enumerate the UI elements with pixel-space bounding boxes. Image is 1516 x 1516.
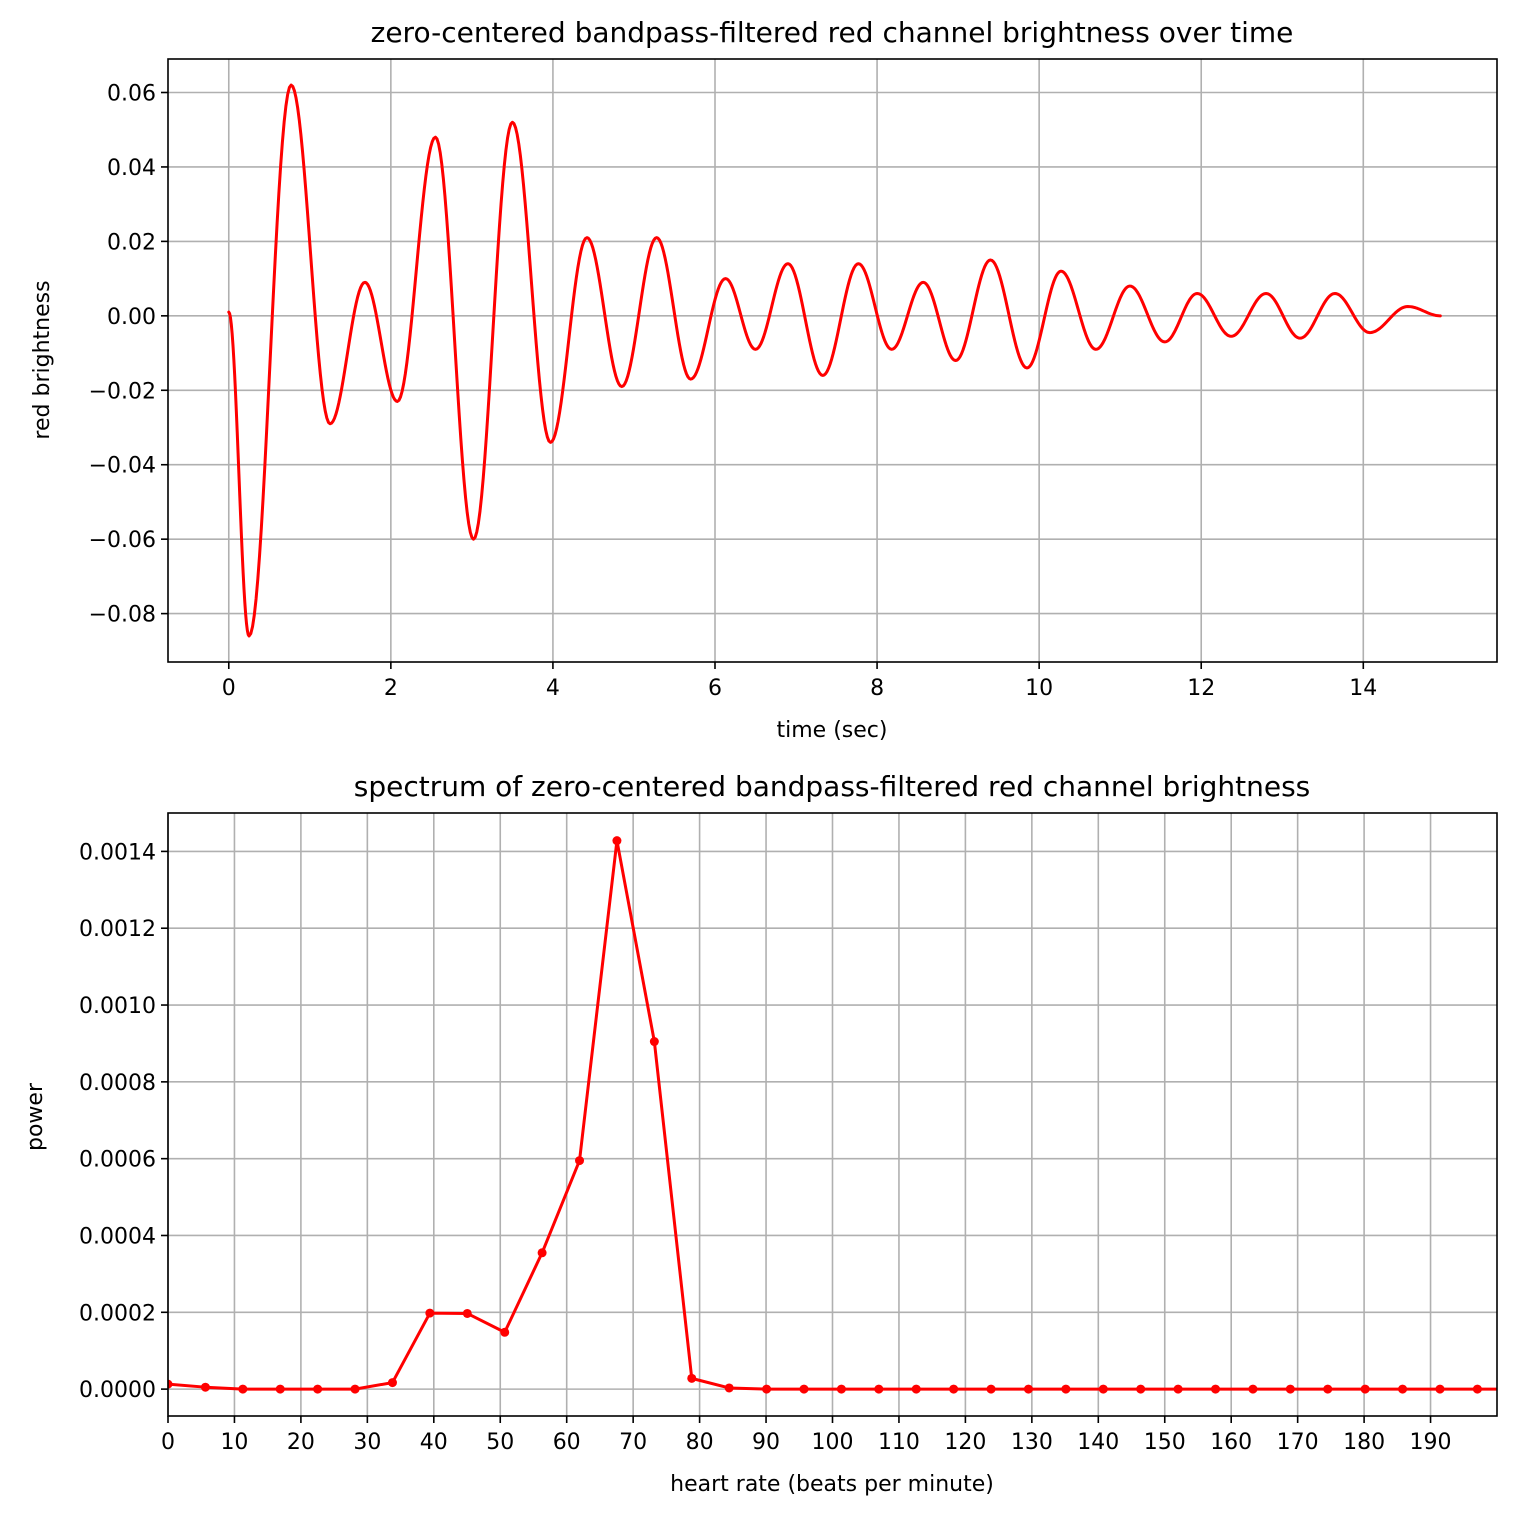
spectrum-point — [200, 1382, 210, 1392]
x-tick-label: 40 — [420, 1430, 448, 1455]
spectrum-point — [1285, 1384, 1295, 1394]
spectrum-x-axis-label: heart rate (beats per minute) — [670, 1472, 994, 1497]
spectrum-point — [275, 1384, 285, 1394]
spectrum-point — [1173, 1384, 1183, 1394]
y-tick-label: 0.06 — [107, 82, 156, 107]
y-tick-label: 0.0006 — [79, 1148, 156, 1173]
x-tick-label: 190 — [1410, 1430, 1452, 1455]
spectrum-point — [649, 1037, 659, 1047]
spectrum-point — [949, 1384, 959, 1394]
time-series-y-axis: 0.06 0.04 0.02 0.00 −0.02 −0.04 −0.06 −0.08 — [89, 82, 168, 628]
x-tick-label: 30 — [353, 1430, 381, 1455]
spectrum-point — [1136, 1384, 1146, 1394]
x-tick-label: 12 — [1187, 676, 1215, 701]
spectrum-point — [1472, 1384, 1482, 1394]
spectrum-point — [500, 1327, 510, 1337]
x-tick-label: 4 — [546, 676, 560, 701]
x-tick-label: 50 — [486, 1430, 514, 1455]
x-tick-label: 170 — [1277, 1430, 1319, 1455]
spectrum-title: spectrum of zero-centered bandpass-filte… — [354, 770, 1311, 803]
time-series-plot-frame — [167, 58, 1498, 663]
spectrum-point — [799, 1384, 809, 1394]
y-tick-label: −0.06 — [89, 528, 156, 553]
y-tick-label: 0.0000 — [79, 1378, 156, 1403]
spectrum-y-axis-label: power — [23, 1082, 48, 1151]
spectrum-point — [462, 1308, 472, 1318]
y-tick-label: 0.0004 — [79, 1224, 156, 1249]
spectrum-point — [168, 1379, 173, 1389]
time-series-x-axis-label: time (sec) — [777, 718, 888, 743]
spectrum-point — [425, 1308, 435, 1318]
y-tick-label: 0.0002 — [79, 1301, 156, 1326]
spectrum-point — [1398, 1384, 1408, 1394]
y-tick-label: 0.0010 — [79, 994, 156, 1019]
y-tick-label: 0.04 — [107, 156, 156, 181]
x-tick-label: 100 — [812, 1430, 854, 1455]
spectrum-point — [350, 1384, 360, 1394]
x-tick-label: 70 — [619, 1430, 647, 1455]
y-tick-label: 0.0008 — [79, 1071, 156, 1096]
spectrum-point — [986, 1384, 996, 1394]
spectrum-chart: spectrum of zero-centered bandpass-filte… — [23, 770, 1498, 1497]
time-series-title: zero-centered bandpass-filtered red chan… — [371, 16, 1294, 49]
spectrum-point — [1323, 1384, 1333, 1394]
spectrum-point — [874, 1384, 884, 1394]
spectrum-point — [1023, 1384, 1033, 1394]
spectrum-point — [1061, 1384, 1071, 1394]
x-tick-label: 60 — [553, 1430, 581, 1455]
time-series-line — [227, 83, 1442, 638]
x-tick-label: 0 — [222, 676, 236, 701]
time-series-y-axis-label: red brightness — [30, 280, 55, 439]
y-tick-label: 0.0014 — [79, 840, 156, 865]
spectrum-point — [1435, 1384, 1445, 1394]
x-tick-label: 20 — [287, 1430, 315, 1455]
spectrum-point — [387, 1378, 397, 1388]
spectrum-x-axis: 0 10 20 30 40 50 60 70 80 90 100 110 120 130 140 150 160… — [161, 1416, 1452, 1455]
x-tick-label: 2 — [384, 676, 398, 701]
time-series-chart: zero-centered bandpass-filtered red chan… — [30, 16, 1498, 743]
x-tick-label: 110 — [878, 1430, 920, 1455]
time-series-x-axis: 0 2 4 6 8 10 12 14 — [222, 662, 1377, 701]
spectrum-point — [1098, 1384, 1108, 1394]
x-tick-label: 150 — [1144, 1430, 1186, 1455]
spectrum-point — [1360, 1384, 1370, 1394]
x-tick-label: 180 — [1343, 1430, 1385, 1455]
time-series-grid — [168, 59, 1497, 662]
spectrum-grid — [167, 813, 1497, 1416]
x-tick-label: 6 — [708, 676, 722, 701]
spectrum-point — [313, 1384, 323, 1394]
spectrum-point — [724, 1383, 734, 1393]
spectrum-point — [1248, 1384, 1258, 1394]
x-tick-label: 14 — [1349, 676, 1377, 701]
spectrum-point — [612, 836, 622, 846]
x-tick-label: 160 — [1210, 1430, 1252, 1455]
x-tick-label: 80 — [686, 1430, 714, 1455]
y-tick-label: −0.08 — [89, 603, 156, 628]
spectrum-point — [762, 1384, 772, 1394]
x-tick-label: 10 — [1025, 676, 1053, 701]
spectrum-point — [1211, 1384, 1221, 1394]
y-tick-label: 0.02 — [107, 230, 156, 255]
y-tick-label: 0.0012 — [79, 917, 156, 942]
x-tick-label: 120 — [944, 1430, 986, 1455]
spectrum-point — [836, 1384, 846, 1394]
x-tick-label: 90 — [752, 1430, 780, 1455]
x-tick-label: 0 — [161, 1430, 175, 1455]
spectrum-point — [911, 1384, 921, 1394]
spectrum-y-axis: 0.0014 0.0012 0.0010 0.0008 0.0006 0.0004 0.00… — [79, 840, 168, 1403]
y-tick-label: 0.00 — [107, 305, 156, 330]
x-tick-label: 8 — [870, 676, 884, 701]
spectrum-point — [238, 1384, 248, 1394]
y-tick-label: −0.02 — [89, 379, 156, 404]
spectrum-point — [687, 1373, 697, 1383]
spectrum-points — [168, 836, 1482, 1394]
spectrum-point — [537, 1248, 547, 1258]
y-tick-label: −0.04 — [89, 454, 156, 479]
spectrum-point — [575, 1156, 585, 1166]
x-tick-label: 140 — [1077, 1430, 1119, 1455]
x-tick-label: 10 — [220, 1430, 248, 1455]
x-tick-label: 130 — [1011, 1430, 1053, 1455]
